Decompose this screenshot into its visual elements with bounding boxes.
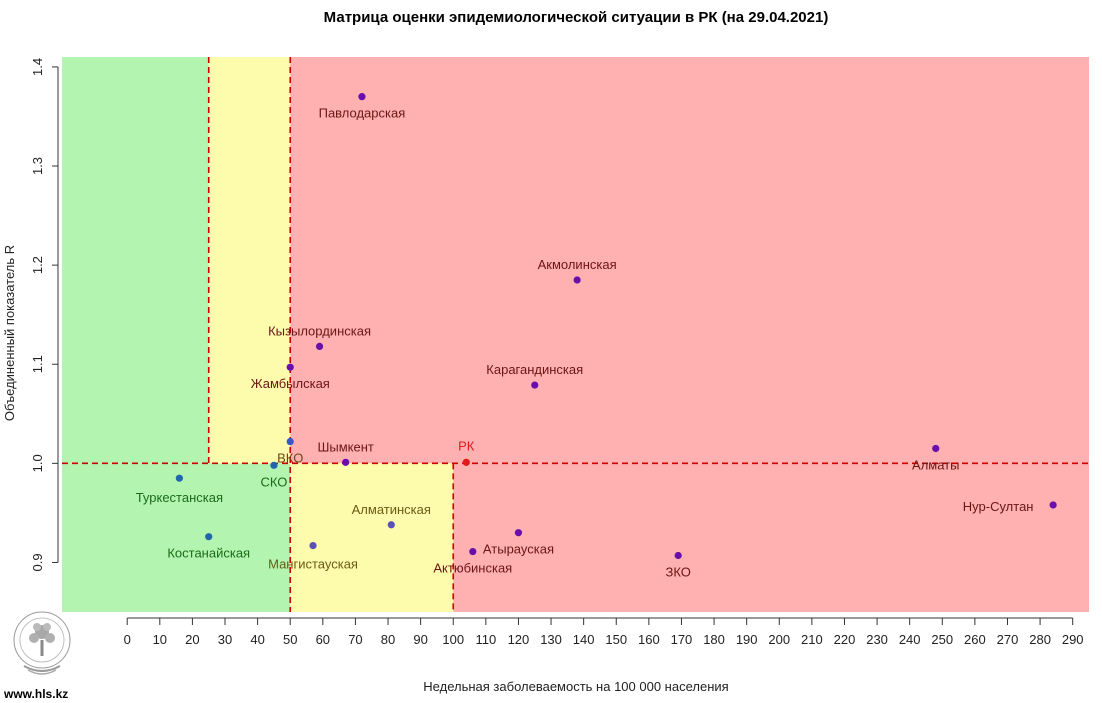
x-tick-label: 120 (508, 632, 530, 647)
zone-2 (290, 57, 1089, 464)
y-tick-label: 1.3 (30, 157, 45, 175)
x-tick-label: 280 (1029, 632, 1051, 647)
data-point-label: Жамбылская (251, 376, 330, 391)
zone-4 (290, 463, 454, 612)
x-tick-label: 200 (768, 632, 790, 647)
x-tick-label: 240 (899, 632, 921, 647)
x-tick-label: 30 (218, 632, 232, 647)
x-tick-label: 140 (573, 632, 595, 647)
x-tick-label: 130 (540, 632, 562, 647)
data-point-label: Актюбинская (433, 561, 512, 576)
data-point-label: Кызылординская (268, 323, 371, 338)
data-point-label: Акмолинская (538, 257, 617, 272)
x-tick-label: 110 (475, 632, 496, 647)
data-point (286, 363, 294, 371)
data-point-label: Алматинская (352, 502, 431, 517)
x-tick-label: 230 (866, 632, 888, 647)
y-tick-label: 0.9 (30, 553, 45, 571)
x-tick-label: 90 (413, 632, 427, 647)
zone-3 (62, 463, 291, 612)
data-point (342, 458, 350, 466)
data-points: Павлодарская Акмолинская Кызылординская Жам… (136, 93, 1057, 580)
data-point-label: Нур-Султан (963, 499, 1034, 514)
data-point (270, 461, 278, 469)
reference-lines (62, 57, 1089, 612)
x-tick-label: 290 (1062, 632, 1084, 647)
x-tick-label: 50 (283, 632, 297, 647)
zone-5 (453, 463, 1089, 612)
data-point-label: Костанайская (167, 546, 250, 561)
data-point (674, 551, 682, 560)
x-tick-label: 260 (964, 632, 986, 647)
zone-layer (62, 57, 1089, 612)
y-tick-label: 1.0 (30, 454, 45, 472)
x-tick-label: 0 (124, 632, 131, 647)
x-tick-label: 170 (671, 632, 693, 647)
data-point-label: Алматы (912, 457, 959, 472)
data-point-label: ВКО (277, 451, 303, 466)
x-axis-label: Недельная заболеваемость на 100 000 насе… (423, 679, 728, 694)
data-point (358, 93, 366, 101)
data-point (387, 521, 395, 529)
site-url: www.hls.kz (4, 687, 69, 701)
y-axis: 0.9 1.0 1.1 1.2 1.3 1.4 (30, 58, 59, 571)
x-tick-label: 40 (250, 632, 264, 647)
data-point-label: Мангистауская (268, 557, 358, 572)
x-tick-label: 20 (185, 632, 199, 647)
data-point (205, 533, 213, 541)
data-point-label: Атырауская (483, 542, 554, 557)
x-tick-label: 180 (703, 632, 725, 647)
data-point-label: СКО (260, 474, 287, 489)
data-point (175, 474, 183, 482)
zone-1 (208, 57, 291, 464)
data-point (286, 437, 294, 446)
data-point (469, 547, 477, 556)
data-point-label: Туркестанская (136, 490, 223, 505)
zone-0 (62, 57, 209, 464)
x-tick-label: 80 (381, 632, 395, 647)
x-tick-label: 150 (605, 632, 627, 647)
x-tick-label: 210 (801, 632, 823, 647)
data-point (1049, 501, 1057, 509)
x-tick-label: 70 (348, 632, 362, 647)
chart-title: Матрица оценки эпидемиологической ситуац… (324, 9, 829, 26)
data-point-label: Шымкент (317, 439, 373, 454)
x-tick-label: 160 (638, 632, 660, 647)
data-point-label: Павлодарская (319, 106, 406, 121)
x-tick-label: 100 (442, 632, 464, 647)
y-tick-label: 1.4 (30, 58, 45, 76)
x-axis: 0 10 20 30 40 50 60 70 80 90 100 110 120 130 140 150 160… (124, 617, 1084, 647)
data-point (309, 541, 317, 550)
data-point-label: Карагандинская (486, 362, 583, 377)
data-point (315, 342, 324, 350)
data-point (514, 529, 523, 537)
y-tick-label: 1.2 (30, 256, 45, 274)
x-tick-label: 190 (736, 632, 758, 647)
x-tick-label: 10 (153, 632, 167, 647)
x-tick-label: 60 (316, 632, 330, 647)
y-axis-label: Объединенный показатель R (2, 245, 17, 421)
x-tick-label: 220 (834, 632, 856, 647)
x-tick-label: 250 (931, 632, 953, 647)
data-point (462, 458, 470, 466)
logo-icon (13, 611, 71, 675)
data-point-label: РК (458, 438, 475, 453)
data-point (932, 444, 940, 453)
data-point (531, 381, 539, 389)
y-tick-label: 1.1 (30, 355, 45, 373)
data-point-label: ЗКО (666, 565, 691, 580)
x-tick-label: 270 (997, 632, 1019, 647)
data-point (573, 276, 581, 284)
